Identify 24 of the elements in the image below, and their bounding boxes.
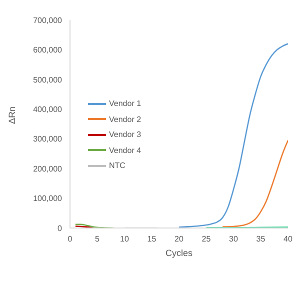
x-tick-label: 25 [202, 234, 212, 244]
legend-label: Vendor 3 [109, 130, 142, 140]
x-tick-label: 0 [68, 234, 73, 244]
x-tick-label: 35 [256, 234, 266, 244]
x-tick-label: 10 [120, 234, 130, 244]
x-axis-title: Cycles [165, 248, 193, 258]
y-tick-label: 500,000 [33, 75, 63, 84]
y-tick-label: 200,000 [33, 164, 63, 174]
y-tick-label: 700,000 [33, 16, 63, 25]
x-tick-label: 20 [174, 234, 184, 244]
y-tick-label: 0 [58, 224, 63, 233]
legend-label: Vendor 2 [109, 114, 142, 124]
y-tick-label: 300,000 [33, 134, 63, 144]
y-tick-label: 100,000 [33, 194, 63, 204]
y-tick-label: 400,000 [33, 104, 63, 114]
y-axis-title: ΔRn [7, 106, 18, 124]
x-tick-label: 40 [284, 234, 293, 244]
legend-label: Vendor 1 [109, 99, 142, 108]
legend-label: NTC [109, 161, 126, 170]
x-tick-label: 15 [147, 234, 157, 244]
x-tick-label: 5 [95, 234, 100, 244]
y-tick-label: 600,000 [33, 46, 63, 55]
legend-label: Vendor 4 [109, 146, 142, 155]
x-tick-label: 30 [229, 234, 238, 244]
